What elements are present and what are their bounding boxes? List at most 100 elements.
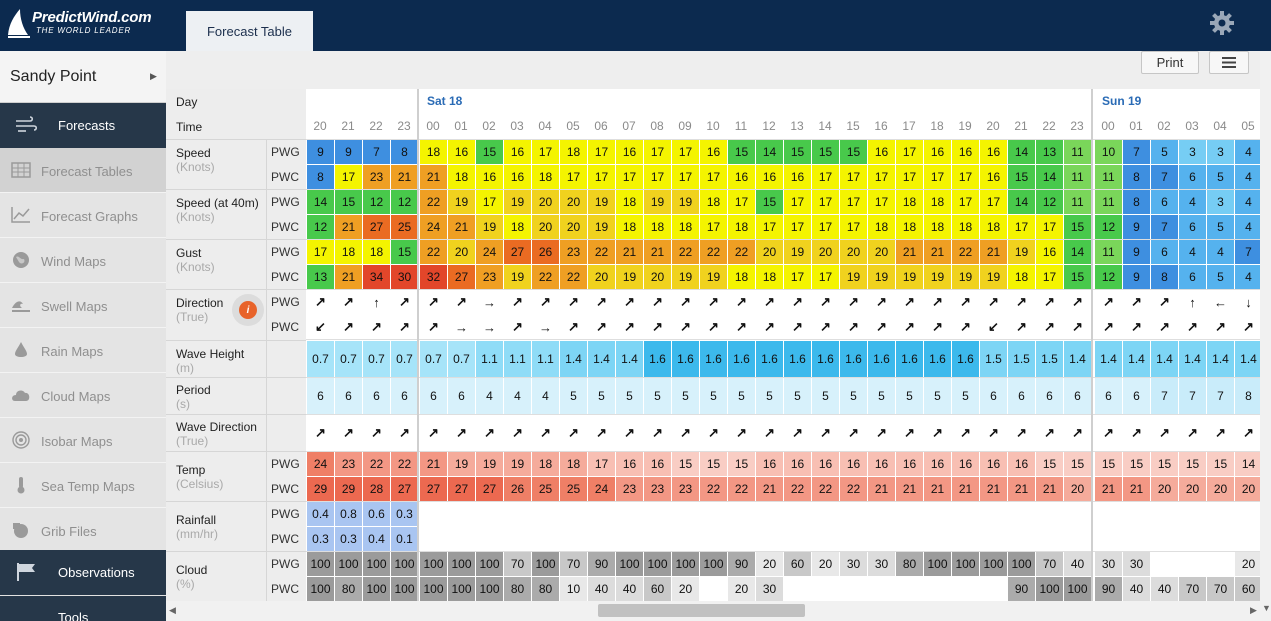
time-header: 21 [1014,119,1028,133]
wave-height-cell: 0.7 [335,341,362,377]
predictwind-logo[interactable]: PredictWind.com THE WORLD LEADER [6,6,156,44]
row-divider [306,139,1260,140]
wave-height-cell: 1.1 [476,341,503,377]
grib-icon [13,523,28,538]
temp-pwc-cell: 29 [307,477,334,501]
row-group-name: Wave Height [176,347,245,361]
row-group-label: Speed (Knots) [176,146,215,174]
wave-dir-cell: ↗ [420,415,447,451]
period-cell: 5 [952,378,979,414]
period-cell: 5 [756,378,783,414]
dir-pwg-cell: ↗ [700,290,727,314]
graph-icon [11,207,30,223]
time-header: 23 [1070,119,1084,133]
speed40-pwc-cell: 17 [1036,215,1063,239]
wave-dir-cell: ↗ [756,415,783,451]
rain-pwg-cell [1151,502,1178,526]
temp-pwc-cell: 23 [616,477,643,501]
location-selector[interactable]: Sandy Point ▶ [0,51,166,103]
scroll-down-icon[interactable]: ▼ [1262,603,1271,613]
speed40-pwc-cell: 25 [391,215,418,239]
temp-pwc-cell: 21 [980,477,1007,501]
gear-icon[interactable] [1208,9,1236,37]
row-divider [306,501,1260,502]
dir-pwc-cell: ↗ [924,315,951,339]
cloud-pwc-cell [812,577,839,601]
speed40-pwc-cell: 17 [1008,215,1035,239]
speed40-pwc-cell: 18 [952,215,979,239]
speed40-pwg-cell: 15 [756,190,783,214]
horizontal-scrollbar[interactable]: ◀ ▶ [166,601,1260,621]
wave-dir-cell: ↗ [1151,415,1178,451]
temp-pwg-cell: 16 [952,452,979,476]
row-group-name: Direction [176,296,224,310]
sidebar-item-forecast-tables[interactable]: Forecast Tables [0,148,166,193]
wave-dir-cell: ↗ [588,415,615,451]
rain-pwg-cell [840,502,867,526]
speed40-pwc-cell: 18 [896,215,923,239]
rain-pwc-cell [868,527,895,551]
period-cell: 6 [980,378,1007,414]
vertical-scrollbar[interactable]: ▼ [1260,51,1271,621]
dir-pwc-cell: ↗ [756,315,783,339]
dir-pwg-cell: ↗ [1008,290,1035,314]
cloud-pwg-cell: 100 [476,552,503,576]
dir-pwc-cell: ↗ [1207,315,1234,339]
sidebar-item-wind-maps[interactable]: Wind Maps [0,238,166,283]
sidebar-item-forecast-graphs[interactable]: Forecast Graphs [0,193,166,238]
speed40-pwg-cell: 3 [1207,190,1234,214]
sidebar-section-tools[interactable]: Tools [0,596,166,621]
model-column-divider [266,139,267,601]
scroll-right-icon[interactable]: ▶ [1250,605,1257,615]
wave-height-cell: 1.4 [1064,341,1091,377]
table-grid: Sat 18 Sun 19 20 21 22 23 00 01 02 03 04 05 06 07 08 09… [306,89,1260,601]
speed40-pwg-cell: 19 [448,190,475,214]
gust-pwc-cell: 32 [420,265,447,289]
sidebar-item-isobar-maps[interactable]: Isobar Maps [0,418,166,463]
label-divider [166,377,306,378]
cloud-pwg-cell: 100 [616,552,643,576]
wave-dir-cell: ↗ [840,415,867,451]
content-toolbar: Print [166,51,1260,89]
speed40-pwc-cell: 24 [420,215,447,239]
gust-pwc-cell: 5 [1207,265,1234,289]
sidebar-item-sea-temp-maps[interactable]: Sea Temp Maps [0,463,166,508]
print-button[interactable]: Print [1141,51,1199,74]
speed-pwc-cell: 14 [1036,165,1063,189]
horizontal-scroll-thumb[interactable] [598,604,805,617]
gust-pwg-cell: 21 [616,240,643,264]
dir-pwg-cell: ↗ [868,290,895,314]
sidebar-section-observations[interactable]: Observations [0,550,166,595]
wave-dir-cell: ↗ [672,415,699,451]
tab-forecast-table[interactable]: Forecast Table [186,11,313,51]
speed40-pwg-cell: 17 [840,190,867,214]
sidebar-section-forecasts[interactable]: Forecasts [0,103,166,148]
gust-pwg-cell: 22 [700,240,727,264]
gust-pwc-cell: 19 [672,265,699,289]
row-group-label: Cloud (%) [176,563,207,591]
rain-pwc-cell [700,527,727,551]
menu-button[interactable] [1209,51,1249,74]
scroll-left-icon[interactable]: ◀ [169,605,176,615]
dir-pwc-cell: ↗ [504,315,531,339]
dir-pwg-cell: ↗ [335,290,362,314]
sidebar-item-rain-maps[interactable]: Rain Maps [0,328,166,373]
cloud-pwg-cell: 100 [980,552,1007,576]
wave-height-cell: 1.6 [756,341,783,377]
wave-height-cell: 0.7 [420,341,447,377]
gust-pwg-cell: 4 [1179,240,1206,264]
gust-pwg-cell: 21 [980,240,1007,264]
time-header: 21 [341,119,355,133]
sidebar-item-grib-files[interactable]: Grib Files [0,508,166,553]
sidebar-item-swell-maps[interactable]: Swell Maps [0,283,166,328]
temp-pwc-cell: 22 [840,477,867,501]
speed40-pwg-cell: 18 [896,190,923,214]
row-divider [306,377,1260,378]
row-group-label: Temp (Celsius) [176,463,223,491]
wave-height-cell: 1.6 [868,341,895,377]
sidebar-item-cloud-maps[interactable]: Cloud Maps [0,373,166,418]
cloud-pwg-cell: 70 [1036,552,1063,576]
info-icon[interactable]: i [239,301,257,319]
sidebar: Sandy Point ▶ Forecasts Forecast Tables F… [0,51,166,621]
cloud-pwc-cell: 100 [1036,577,1063,601]
